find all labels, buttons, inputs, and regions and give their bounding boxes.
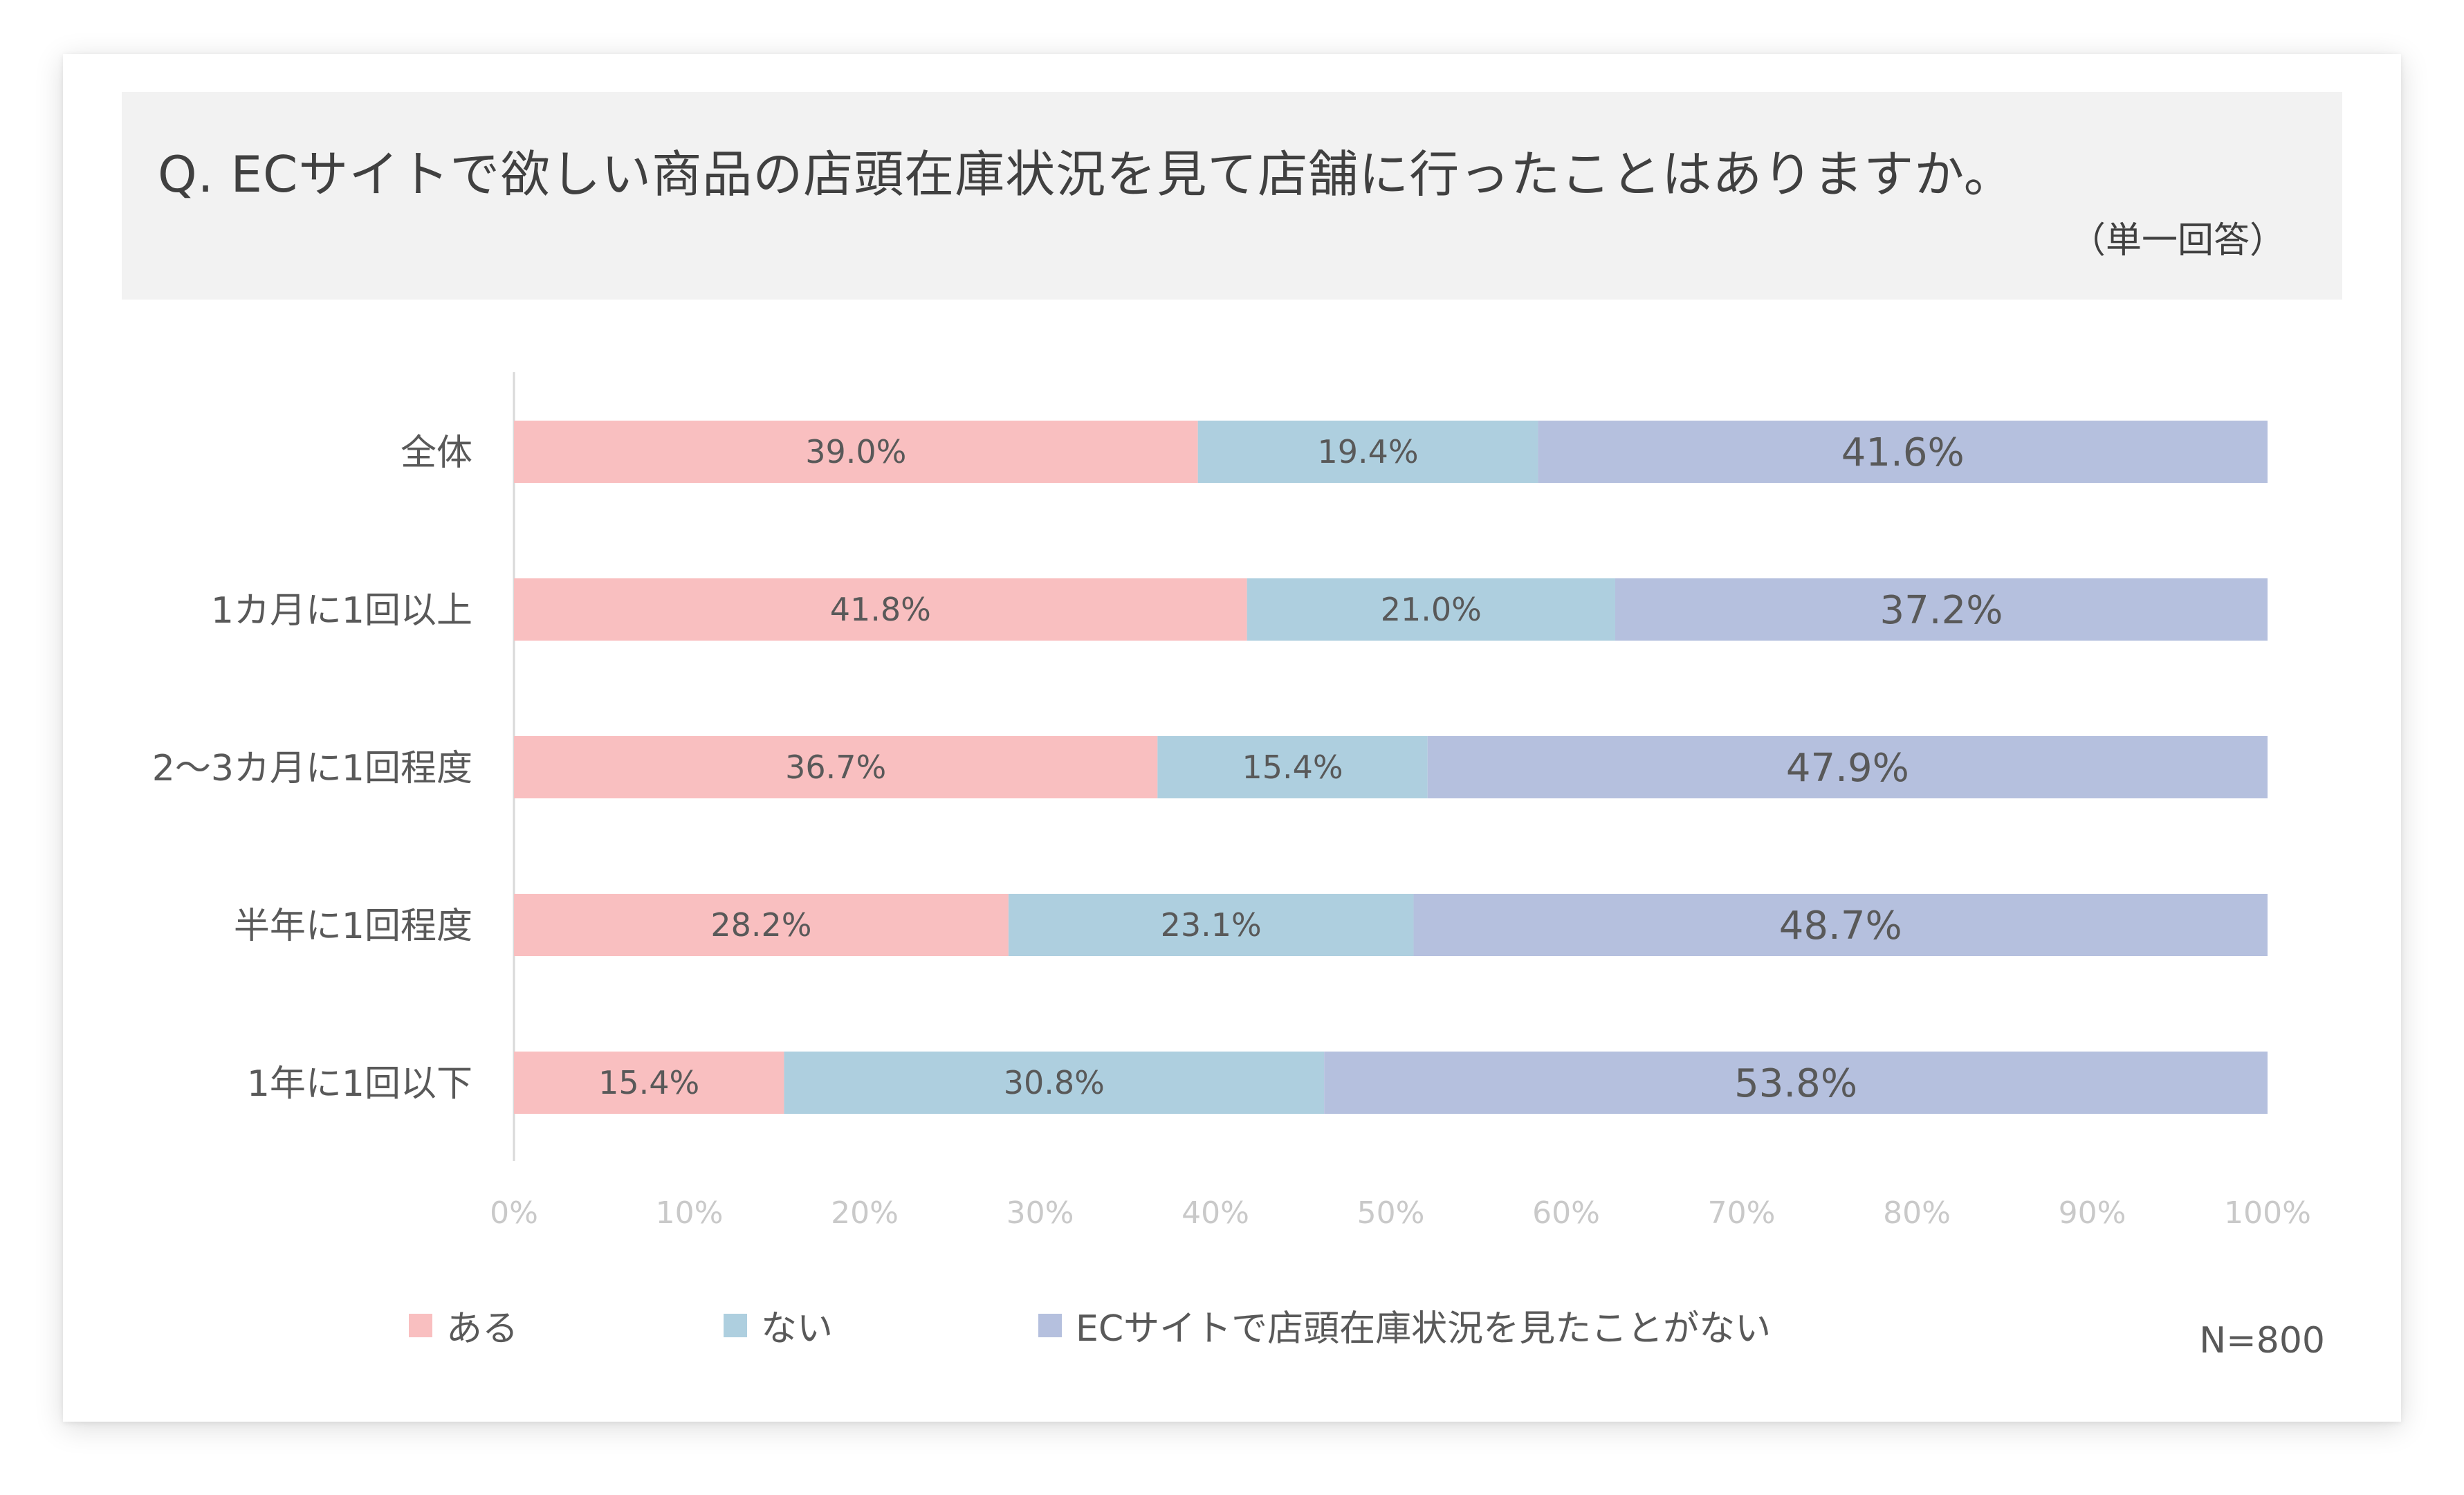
question-header: Q. ECサイトで欲しい商品の店頭在庫状況を見て店舗に行ったことはありますか。 … [122, 92, 2342, 300]
legend-label: ある [446, 1308, 519, 1350]
bar-segment [1197, 421, 1538, 483]
legend-item: ある [409, 1299, 518, 1351]
category-label: 全体 [401, 432, 472, 474]
x-tick-label: 40% [1182, 1195, 1249, 1231]
x-tick-label: 0% [490, 1195, 538, 1231]
bar-segment [1427, 736, 2268, 798]
data-label: 41.6% [1841, 430, 1965, 475]
data-label: 48.7% [1779, 904, 1902, 948]
legend-swatch [1038, 1313, 1062, 1337]
x-tick-label: 80% [1883, 1195, 1951, 1231]
x-tick-label: 70% [1708, 1195, 1776, 1231]
bar-segment [514, 894, 1009, 956]
data-label: 15.4% [1242, 749, 1343, 786]
legend-item: ない [724, 1299, 833, 1351]
legend-label: ECサイトで店頭在庫状況を見たことがない [1076, 1308, 1772, 1350]
bar-segment [514, 736, 1158, 798]
x-tick-label: 20% [831, 1195, 899, 1231]
x-tick-label: 60% [1532, 1195, 1600, 1231]
data-label: 30.8% [1004, 1064, 1105, 1101]
legend-label: ない [761, 1308, 834, 1350]
x-tick-label: 30% [1006, 1195, 1074, 1231]
data-label: 41.8% [830, 591, 931, 628]
category-label: 1カ月に1回以上 [211, 590, 472, 632]
data-label: 36.7% [785, 749, 886, 786]
sample-size-label: N=800 [2199, 1320, 2325, 1361]
chart-title: Q. ECサイトで欲しい商品の店頭在庫状況を見て店舗に行ったことはありますか。 [158, 145, 2014, 203]
legend-swatch [409, 1313, 432, 1337]
bar-segment [514, 421, 1198, 483]
data-label: 15.4% [598, 1064, 699, 1101]
bar-segment [1247, 578, 1615, 641]
bar-segment [1615, 578, 2268, 641]
data-label: 23.1% [1161, 906, 1262, 944]
data-label: 19.4% [1317, 433, 1418, 470]
bar-segment [1157, 736, 1428, 798]
data-label: 47.9% [1786, 746, 1909, 791]
bar-segment [514, 1052, 784, 1114]
data-label: 37.2% [1880, 588, 2003, 633]
x-tick-label: 90% [2059, 1195, 2126, 1231]
chart-legend: ある ない ECサイトで店頭在庫状況を見たことがない [63, 1299, 2401, 1355]
legend-item: ECサイトで店頭在庫状況を見たことがない [1038, 1299, 1771, 1351]
bar-segment [784, 1052, 1325, 1114]
stacked-bar-chart: 全体 39.0% 19.4% 41.6% 1カ月に1回以上 41.8% 21.0% 37.2%… [152, 372, 2311, 1231]
data-label: 21.0% [1381, 591, 1482, 628]
legend-swatch [724, 1313, 747, 1337]
data-label: 53.8% [1734, 1061, 1857, 1106]
chart-subtitle: （単一回答） [2069, 220, 2286, 262]
chart-card: Q. ECサイトで欲しい商品の店頭在庫状況を見て店舗に行ったことはありますか。 … [63, 54, 2401, 1422]
bar-segment [1413, 894, 2268, 956]
data-label: 28.2% [710, 906, 811, 944]
bar-segment [1008, 894, 1414, 956]
bar-segment [514, 578, 1247, 641]
data-label: 39.0% [805, 433, 906, 470]
x-tick-label: 10% [656, 1195, 724, 1231]
category-label: 2〜3カ月に1回程度 [152, 748, 472, 789]
category-label: 半年に1回程度 [234, 906, 472, 947]
x-tick-label: 50% [1357, 1195, 1425, 1231]
category-label: 1年に1回以下 [247, 1063, 472, 1105]
bar-segment [1324, 1052, 2268, 1114]
bar-segment [1538, 421, 2268, 483]
x-tick-label: 100% [2224, 1195, 2311, 1231]
